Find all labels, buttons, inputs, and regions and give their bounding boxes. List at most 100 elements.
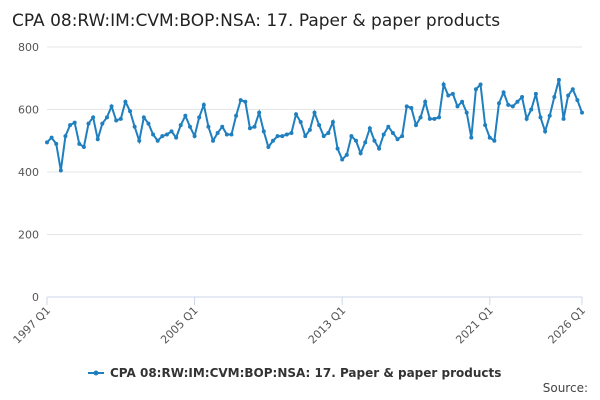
data-point: [201, 102, 206, 107]
data-point: [104, 115, 109, 120]
data-point: [404, 104, 409, 109]
data-point: [409, 105, 414, 110]
data-point: [280, 134, 285, 139]
source: Source:: [543, 381, 588, 395]
data-point: [252, 124, 257, 129]
data-point: [146, 121, 151, 126]
data-point: [169, 129, 174, 134]
x-tick-label: 1997 Q1: [11, 304, 54, 347]
data-point: [395, 137, 400, 142]
data-point: [234, 113, 239, 118]
data-point: [270, 138, 275, 143]
data-point: [137, 138, 142, 143]
x-tick-label: 2013 Q1: [306, 304, 349, 347]
data-point: [437, 115, 442, 120]
data-point: [492, 138, 497, 143]
data-point: [307, 127, 312, 132]
data-point: [229, 132, 234, 137]
data-point: [91, 115, 96, 120]
y-tick-label: 800: [18, 41, 39, 54]
data-point: [183, 113, 188, 118]
data-point: [321, 134, 326, 139]
data-point: [284, 132, 289, 137]
data-point: [211, 138, 216, 143]
data-point: [580, 110, 584, 115]
data-point: [187, 124, 192, 129]
data-point: [423, 99, 428, 104]
y-tick-label: 200: [18, 229, 39, 242]
data-point: [349, 134, 354, 139]
data-point: [552, 95, 557, 99]
data-point: [178, 123, 183, 128]
data-point: [330, 120, 335, 124]
data-point: [487, 135, 492, 140]
data-point: [377, 146, 382, 151]
data-point: [561, 116, 566, 121]
data-point: [54, 141, 59, 146]
data-point: [506, 102, 511, 107]
data-point: [68, 123, 73, 128]
data-point: [510, 104, 515, 109]
data-point: [266, 145, 271, 149]
data-point: [473, 87, 478, 92]
data-point: [206, 124, 211, 129]
data-point: [515, 99, 520, 104]
data-point: [155, 138, 160, 143]
data-point: [354, 138, 359, 143]
data-point: [238, 98, 243, 103]
data-point: [312, 110, 317, 115]
data-point: [95, 137, 100, 142]
data-point: [413, 123, 418, 128]
data-point: [63, 134, 68, 139]
data-point: [192, 134, 197, 139]
data-point: [220, 124, 225, 129]
data-point: [367, 126, 372, 131]
data-point: [427, 116, 432, 121]
data-point: [501, 90, 506, 95]
data-point: [275, 134, 280, 139]
data-point: [529, 107, 534, 112]
data-point: [298, 120, 303, 124]
data-point: [164, 132, 169, 137]
data-point: [261, 129, 266, 134]
data-point: [418, 115, 423, 120]
data-point: [450, 91, 455, 96]
x-tick-label: 2005 Q1: [158, 304, 201, 347]
data-point: [72, 120, 77, 125]
data-point: [496, 101, 501, 106]
data-point: [160, 134, 165, 139]
data-point: [543, 129, 548, 134]
data-point: [114, 118, 119, 123]
data-point: [49, 135, 54, 140]
data-point: [358, 151, 363, 156]
data-point: [77, 141, 82, 146]
data-point: [197, 115, 202, 120]
data-point: [128, 109, 133, 114]
data-point: [570, 87, 575, 92]
data-point: [441, 82, 446, 87]
data-point: [446, 93, 451, 98]
data-point: [303, 134, 308, 139]
data-point: [118, 116, 123, 121]
legend-label: CPA 08:RW:IM:CVM:BOP:NSA: 17. Paper & pa…: [110, 366, 501, 380]
data-point: [247, 126, 252, 131]
data-point: [58, 168, 63, 173]
data-point: [100, 121, 105, 126]
data-point: [556, 77, 561, 82]
data-point: [174, 135, 179, 140]
data-point: [386, 124, 391, 129]
data-point: [344, 152, 349, 157]
data-point: [363, 140, 368, 145]
data-point: [547, 113, 552, 118]
data-point: [340, 157, 345, 162]
data-point: [45, 140, 49, 145]
data-point: [243, 99, 248, 104]
data-point: [469, 135, 474, 140]
y-tick-label: 0: [32, 291, 39, 304]
data-point: [224, 132, 229, 137]
data-point: [326, 130, 331, 135]
x-tick-label: 2021 Q1: [453, 304, 496, 347]
data-point: [335, 146, 340, 151]
data-point: [141, 115, 146, 120]
x-tick-label: 2026 Q1: [546, 304, 589, 347]
